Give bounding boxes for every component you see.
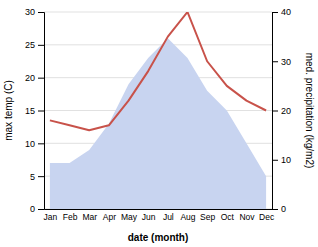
tick: Sep — [200, 209, 215, 222]
tick: 30 — [25, 7, 44, 17]
tick: 25 — [25, 40, 44, 50]
tick: Dec — [259, 209, 275, 222]
tick-mark — [272, 209, 278, 210]
tick: 0 — [30, 204, 44, 214]
tick-mark — [38, 143, 44, 144]
marks — [50, 12, 266, 209]
tick: Jul — [163, 209, 174, 222]
grid-line — [44, 44, 272, 45]
tick-label: 0 — [30, 204, 35, 214]
tick-mark — [38, 111, 44, 112]
tick-label: Mar — [82, 212, 97, 222]
y2-axis-title: med. precipitation (kg/m2) — [304, 53, 315, 169]
tick-mark — [272, 61, 278, 62]
tick: 20 — [272, 106, 291, 116]
tick-label: Dec — [259, 212, 275, 222]
tick-label: 20 — [281, 106, 291, 116]
y-axis-title: max temp (C) — [3, 80, 14, 141]
tick-mark — [38, 176, 44, 177]
tick: Jun — [142, 209, 156, 222]
tick-label: Jul — [163, 212, 174, 222]
tick-label: Aug — [180, 212, 195, 222]
tick: Feb — [63, 209, 78, 222]
y-axis: 0 5 10 15 20 25 30 — [25, 7, 45, 214]
plot: Jan Feb Mar Apr May Jun Jul Aug Sep Oct Nov Dec 0 5 10… — [25, 7, 291, 222]
tick-mark — [272, 160, 278, 161]
tick-label: Feb — [63, 212, 78, 222]
tick: Apr — [103, 209, 116, 222]
tick-label: 0 — [281, 204, 286, 214]
tick-label: Jun — [142, 212, 156, 222]
tick-label: Jan — [44, 212, 58, 222]
tick-mark — [272, 12, 278, 13]
tick-label: 25 — [25, 40, 35, 50]
grid — [44, 12, 272, 209]
line — [50, 12, 266, 130]
tick: Oct — [221, 209, 235, 222]
tick-label: 40 — [281, 7, 291, 17]
y2-axis: 0 10 20 30 40 — [272, 7, 291, 214]
tick-mark — [38, 12, 44, 13]
tick: 40 — [272, 7, 291, 17]
tick-mark — [272, 111, 278, 112]
tick-mark — [38, 45, 44, 46]
tick: Jan — [44, 209, 58, 222]
grid-line — [44, 12, 272, 13]
tick: 0 — [272, 204, 286, 214]
tick-label: 15 — [25, 106, 35, 116]
tick: May — [121, 209, 138, 222]
tick-mark — [38, 78, 44, 79]
tick: 5 — [30, 172, 44, 182]
tick: Nov — [239, 209, 255, 222]
tick-label: 20 — [25, 73, 35, 83]
tick-label: Nov — [239, 212, 255, 222]
tick-mark — [38, 209, 44, 210]
axis-line — [45, 209, 273, 210]
tick-label: 5 — [30, 172, 35, 182]
tick-label: Apr — [103, 212, 116, 222]
chart: Jan Feb Mar Apr May Jun Jul Aug Sep Oct Nov Dec 0 5 10… — [0, 0, 318, 247]
tick: Aug — [180, 209, 195, 222]
tick-label: 10 — [281, 155, 291, 165]
x-axis: Jan Feb Mar Apr May Jun Jul Aug Sep Oct Nov Dec — [44, 209, 275, 222]
tick-label: Oct — [221, 212, 235, 222]
area — [50, 38, 266, 209]
axis-line — [38, 13, 45, 210]
tick-label: May — [121, 212, 138, 222]
tick: 10 — [272, 155, 291, 165]
tick: Mar — [82, 209, 97, 222]
axis-line — [273, 13, 279, 210]
tick: 15 — [25, 106, 44, 116]
tick: 20 — [25, 73, 44, 83]
tick: 10 — [25, 139, 44, 149]
tick-label: 30 — [25, 7, 35, 17]
tick-label: Sep — [200, 212, 215, 222]
tick-label: 30 — [281, 57, 291, 67]
x-axis-title: date (month) — [128, 232, 189, 243]
tick-label: 10 — [25, 139, 35, 149]
tick: 30 — [272, 57, 291, 67]
